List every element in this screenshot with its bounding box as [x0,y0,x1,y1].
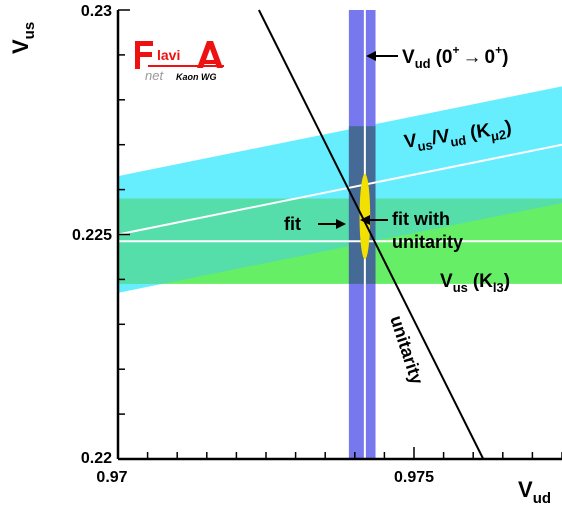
vud-band-label: Vud (0+ → 0+) [402,43,508,71]
fit-unitarity-label-2: unitarity [392,232,463,252]
band-layer [118,10,562,459]
unitarity-line-label: unitarity [386,313,427,387]
fit-ellipse [359,173,371,260]
fit-unitarity-arrow-head [360,215,370,225]
fit-label: fit [284,214,301,234]
x-tick-label-0.97: 0.97 [96,469,127,486]
x-axis-title: Vud [518,477,551,507]
y-tick-label-0.23: 0.23 [81,3,112,20]
logo-letter-a [197,41,223,68]
logo-letter-f [135,41,153,69]
fit-arrow-head [336,219,346,229]
line-layer [258,9,485,460]
unitarity-line [258,9,485,460]
kmu2-central-line [118,143,562,236]
fit-unitarity-label-1: fit with [392,209,450,229]
y-tick-label-0.22: 0.22 [81,450,112,467]
y-tick-label-0.225: 0.225 [72,227,112,244]
vud-arrow-head [366,51,376,61]
logo-lavi: lavi [157,47,180,63]
logo-net: net [145,68,164,83]
kmu2-band-label: Vus/Vud(Kμ2) [403,117,514,156]
y-axis-title: Vus [8,22,38,54]
kl3-band-label: Vus (Kl3) [440,271,510,295]
logo-kaon-wg: Kaon WG [176,72,217,82]
tick-layer [117,9,562,460]
flavianet-logo: lavi net Kaon WG [135,41,224,83]
x-tick-label-0.975: 0.975 [394,469,434,486]
